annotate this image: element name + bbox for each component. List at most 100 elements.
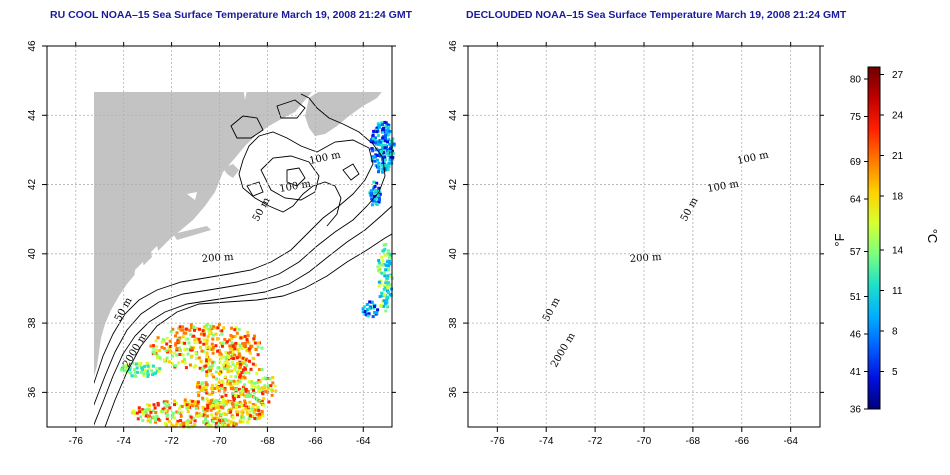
sst-pixel [252,388,255,392]
sst-pixel [388,255,392,259]
sst-pixel [387,123,391,127]
sst-pixel [193,423,197,426]
sst-pixel [220,329,224,333]
sst-pixel [155,369,159,373]
sst-pixel [220,395,224,399]
sst-pixel [204,381,208,385]
sst-pixel [171,362,174,366]
sst-pixel [258,380,262,384]
sst-pixel [204,407,207,411]
sst-pixel [387,125,391,129]
sst-pixel [205,370,209,374]
sst-pixel [193,328,196,332]
celsius-tick-label: 11 [892,286,903,297]
sst-pixel [252,357,256,361]
sst-pixel [381,167,385,171]
lat-tick-label: 40 [448,248,459,260]
sst-pixel [156,401,160,405]
sst-pixel [219,386,223,390]
sst-pixel [244,401,247,405]
sst-pixel [216,411,220,415]
sst-pixel [241,360,245,364]
sst-pixel [216,424,220,428]
sst-pixel [228,350,232,354]
fahrenheit-tick-label: 46 [850,330,862,341]
sst-pixel [237,368,241,372]
sst-pixel [216,337,220,341]
sst-pixel [213,417,217,421]
sst-pixel [176,419,180,423]
sst-pixel [211,351,215,355]
sst-pixel [211,346,215,349]
sst-pixel [235,406,238,409]
sst-pixel [205,323,209,327]
sst-pixel [387,138,391,142]
sst-pixel [211,404,215,407]
sst-pixel [212,375,216,379]
sst-pixel [120,368,123,372]
sst-pixel [160,409,164,413]
sst-pixel [208,366,211,370]
sst-pixel [369,192,373,196]
lat-tick-label: 36 [27,386,38,398]
sst-pixel [191,404,195,407]
sst-pixel [387,161,391,165]
sst-pixel [209,369,212,373]
sst-pixel [189,399,193,403]
sst-pixel [194,337,198,341]
sst-pixel [222,326,226,330]
sst-pixel [381,259,385,263]
sst-pixel [177,340,181,344]
sst-pixel [366,308,369,312]
sst-pixel [165,415,169,418]
sst-pixel [242,344,246,348]
lon-tick-label: -68 [260,436,275,447]
sst-pixel [174,334,177,338]
sst-pixel [154,410,158,414]
sst-pixel [247,371,251,375]
sst-pixel [375,130,379,134]
sst-pixel [213,387,217,390]
sst-pixel [177,407,181,411]
sst-pixel [381,130,385,134]
sst-pixel [247,347,251,351]
sst-pixel [377,261,381,265]
sst-pixel [378,198,381,202]
sst-pixel [146,375,150,378]
lat-tick-label: 44 [27,109,38,121]
sst-pixel [271,389,275,393]
sst-pixel [381,128,385,132]
sst-pixel [243,341,247,345]
sst-pixel [209,424,213,427]
sst-pixel [253,403,257,407]
sst-pixel [165,336,169,340]
sst-pixel [374,202,378,206]
sst-pixel [231,335,235,339]
sst-pixel [165,412,169,416]
sst-pixel [385,264,389,268]
sst-pixel [154,349,158,352]
sst-pixel [225,367,229,371]
sst-pixel [380,164,384,167]
sst-pixel [181,360,185,363]
sst-pixel [147,403,151,407]
sst-pixel [237,387,241,391]
sst-pixel [255,381,259,385]
sst-pixel [366,314,370,318]
sst-pixel [243,399,247,403]
sst-pixel [151,373,155,377]
celsius-tick-label: 21 [892,151,904,162]
sst-pixel [371,133,375,137]
sst-pixel [204,418,207,421]
sst-pixel [179,404,183,408]
sst-pixel [202,408,206,412]
sst-pixel [234,394,238,397]
celsius-tick-label: 18 [892,192,904,203]
sst-pixel [374,141,378,145]
sst-pixel [231,391,235,395]
sst-pixel [381,146,385,150]
sst-pixel [185,406,189,410]
sst-pixel [225,354,229,358]
lon-tick-label: -66 [308,436,323,447]
